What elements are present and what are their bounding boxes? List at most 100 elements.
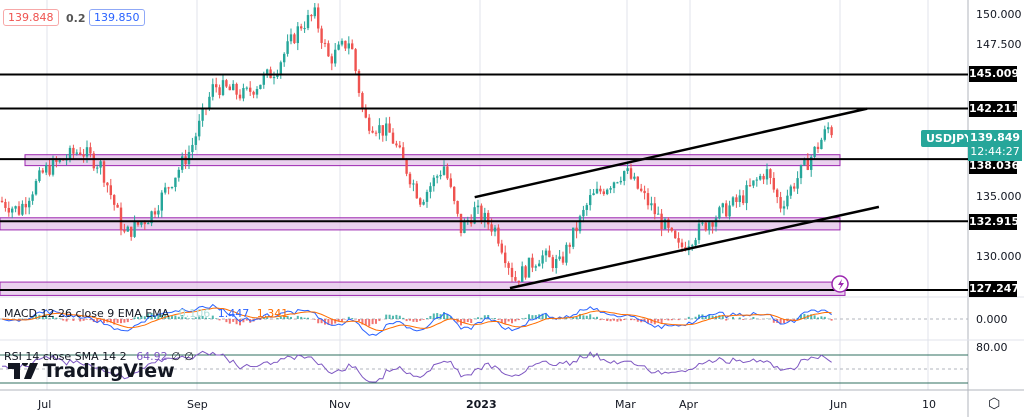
candle-body bbox=[300, 26, 303, 29]
macd-histogram-bar bbox=[72, 319, 75, 321]
candle-body bbox=[340, 40, 344, 45]
candle-body bbox=[354, 49, 357, 72]
support-resistance-zone bbox=[0, 281, 846, 296]
macd-histogram-bar bbox=[477, 317, 479, 319]
candle-body bbox=[449, 178, 452, 187]
macd-histogram-bar bbox=[171, 316, 173, 319]
candle-body bbox=[439, 174, 442, 177]
rsi-label[interactable]: RSI 14 close SMA 14 2 64.92 ∅ ∅ bbox=[4, 350, 194, 363]
candle-body bbox=[347, 43, 350, 49]
macd-histogram-bar bbox=[89, 319, 92, 321]
candle-body bbox=[633, 176, 636, 179]
price-tick: 130.000 bbox=[976, 250, 1022, 263]
candle-body bbox=[823, 129, 826, 140]
ask-price[interactable]: 139.850 bbox=[89, 9, 145, 26]
candle-body bbox=[711, 222, 714, 227]
candle-body bbox=[497, 227, 500, 244]
candle-body bbox=[266, 69, 269, 75]
macd-histogram-bar bbox=[524, 317, 527, 319]
candle-body bbox=[405, 159, 408, 174]
macd-histogram-bar bbox=[109, 319, 112, 323]
candle-body bbox=[674, 230, 677, 239]
macd-histogram-bar bbox=[704, 315, 707, 319]
macd-histogram-bar bbox=[691, 318, 694, 319]
macd-histogram-bar bbox=[256, 319, 258, 320]
macd-histogram-bar bbox=[157, 314, 160, 319]
macd-histogram-bar bbox=[361, 319, 364, 325]
macd-histogram-bar bbox=[45, 314, 48, 319]
candle-body bbox=[762, 175, 765, 180]
macd-histogram-bar bbox=[245, 319, 248, 321]
macd-histogram-bar bbox=[276, 318, 279, 319]
macd-histogram-bar bbox=[300, 316, 303, 319]
macd-histogram-bar bbox=[351, 317, 354, 319]
candle-body bbox=[147, 223, 150, 225]
candle-body bbox=[650, 203, 653, 206]
macd-histogram-bar bbox=[589, 314, 592, 319]
candle-body bbox=[623, 171, 626, 181]
macd-histogram-bar bbox=[783, 319, 785, 324]
macd-histogram-bar bbox=[385, 314, 388, 319]
candle-body bbox=[242, 88, 245, 99]
candle-body bbox=[456, 201, 459, 214]
logo-text: TradingView bbox=[43, 360, 175, 382]
macd-histogram-bar bbox=[606, 319, 609, 322]
candle-body bbox=[619, 180, 622, 183]
macd-histogram-bar bbox=[623, 319, 626, 321]
time-tick: Sep bbox=[187, 398, 208, 411]
candle-body bbox=[34, 180, 38, 195]
macd-histogram-bar bbox=[636, 319, 639, 322]
candle-body bbox=[490, 224, 493, 232]
macd-histogram-bar bbox=[113, 319, 116, 325]
candle-body bbox=[704, 222, 707, 231]
candle-body bbox=[677, 238, 680, 243]
macd-histogram-bar bbox=[602, 319, 605, 320]
candle-body bbox=[96, 167, 99, 169]
macd-histogram-bar bbox=[511, 319, 513, 324]
macd-histogram-bar bbox=[143, 316, 146, 319]
candle-body bbox=[582, 209, 585, 217]
candle-body bbox=[408, 173, 412, 185]
level-label: 142.211 bbox=[969, 101, 1020, 117]
macd-histogram-bar bbox=[167, 315, 170, 319]
bid-price[interactable]: 139.848 bbox=[3, 9, 59, 26]
candle-body bbox=[198, 120, 201, 137]
macd-histogram-bar bbox=[62, 319, 65, 321]
macd-histogram-bar bbox=[307, 317, 309, 319]
macd-histogram-bar bbox=[409, 319, 411, 321]
macd-histogram-bar bbox=[313, 319, 316, 320]
tradingview-logo[interactable]: TradingView bbox=[8, 360, 175, 382]
macd-histogram-bar bbox=[120, 319, 122, 324]
candle-body bbox=[85, 147, 89, 157]
macd-histogram-bar bbox=[422, 319, 425, 320]
channel-lower-line bbox=[509, 205, 880, 290]
candle-body bbox=[701, 222, 704, 224]
macd-histogram-bar bbox=[504, 319, 507, 324]
macd-histogram-bar bbox=[368, 319, 371, 327]
macd-histogram-bar bbox=[133, 317, 136, 319]
macd-histogram-bar bbox=[752, 316, 755, 319]
macd-histogram-bar bbox=[31, 316, 34, 319]
candle-body bbox=[643, 190, 646, 194]
macd-histogram-bar bbox=[160, 314, 163, 319]
candle-body bbox=[119, 207, 123, 231]
macd-label[interactable]: MACD 12 26 close 9 EMA EMA 0.106 1.447 1… bbox=[4, 307, 288, 320]
macd-histogram-bar bbox=[225, 319, 228, 323]
candle-body bbox=[745, 185, 748, 204]
candle-body bbox=[830, 127, 833, 136]
candle-body bbox=[504, 252, 507, 264]
macd-histogram-bar bbox=[687, 316, 690, 319]
settings-icon[interactable]: ⬡ bbox=[988, 396, 1001, 412]
macd-histogram-bar bbox=[130, 319, 133, 320]
spread: 0.2 bbox=[66, 12, 86, 25]
time-tick: 2023 bbox=[466, 398, 497, 411]
candle-body bbox=[602, 191, 605, 195]
macd-histogram-bar bbox=[466, 319, 469, 323]
macd-histogram-bar bbox=[415, 319, 418, 323]
candle-body bbox=[388, 123, 391, 133]
candle-body bbox=[215, 84, 218, 88]
macd-histogram-bar bbox=[810, 314, 813, 319]
candle-body bbox=[589, 195, 592, 206]
macd-histogram-bar bbox=[211, 315, 214, 319]
